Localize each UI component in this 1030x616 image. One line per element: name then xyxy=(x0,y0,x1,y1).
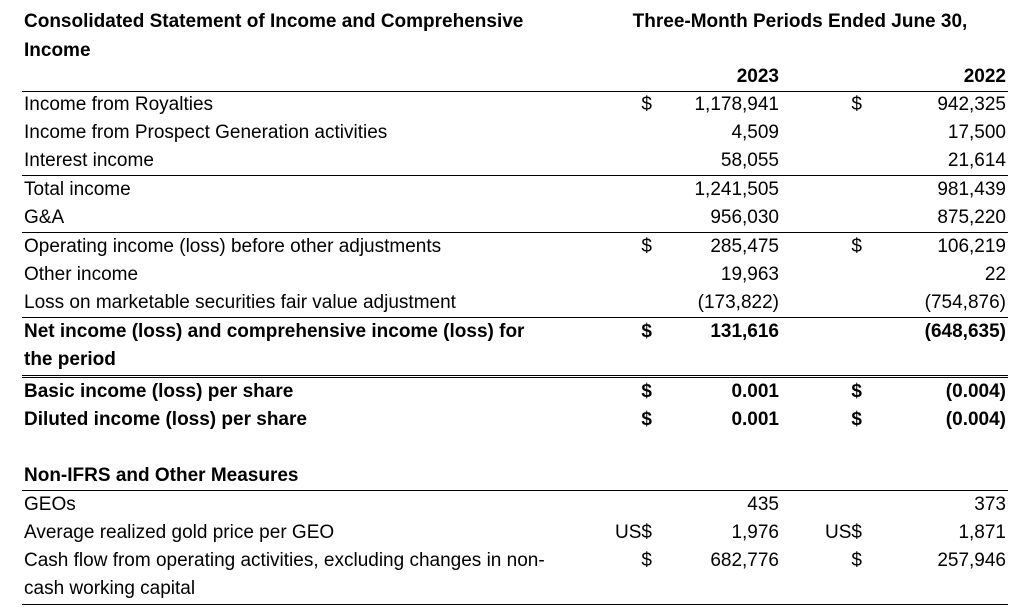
row-label: Operating income (loss) before other adj… xyxy=(24,236,442,257)
table-row: Net income (loss) and comprehensive inco… xyxy=(22,318,1008,374)
currency-2023: $ xyxy=(641,550,652,571)
row-label: Average realized gold price per GEO xyxy=(24,522,335,543)
double-underline xyxy=(22,375,1008,378)
currency-2022: $ xyxy=(851,409,862,430)
value-2022: (0.004) xyxy=(945,381,1006,402)
value-2023: 285,475 xyxy=(710,236,779,257)
row-label: Interest income xyxy=(24,150,154,171)
value-2023: 682,776 xyxy=(710,550,779,571)
currency-2023: $ xyxy=(641,236,652,257)
year-2023-heading: 2023 xyxy=(736,66,779,87)
value-2023: 58,055 xyxy=(720,150,779,171)
value-2022: 22 xyxy=(984,264,1006,285)
table-row: Operating income (loss) before other adj… xyxy=(22,233,1008,261)
value-2023: 435 xyxy=(747,494,779,515)
row-label: Cash flow from operating activities, exc… xyxy=(24,550,545,599)
table-row: Average realized gold price per GEO US$ … xyxy=(22,519,1008,547)
table-row: Interest income 58,055 21,614 xyxy=(22,147,1008,175)
currency-2022: US$ xyxy=(825,522,862,543)
table-row: Diluted income (loss) per share $ 0.001 … xyxy=(22,406,1008,434)
table-row: Cash flow from operating activities, exc… xyxy=(22,547,1008,603)
value-2023: 956,030 xyxy=(710,207,779,228)
table-row: Income from Royalties $ 1,178,941 $ 942,… xyxy=(22,91,1008,119)
value-2023: 0.001 xyxy=(731,409,779,430)
value-2022: (0.004) xyxy=(945,409,1006,430)
value-2023: 19,963 xyxy=(720,264,779,285)
section-divider xyxy=(22,490,1008,491)
row-label: Loss on marketable securities fair value… xyxy=(24,292,456,313)
row-label: Basic income (loss) per share xyxy=(24,381,294,402)
row-label: Diluted income (loss) per share xyxy=(24,409,307,430)
value-2022: 373 xyxy=(974,494,1006,515)
value-2022: 17,500 xyxy=(947,122,1006,143)
statement-title: Consolidated Statement of Income and Com… xyxy=(24,11,524,61)
currency-2022: $ xyxy=(851,94,862,115)
value-2022: (754,876) xyxy=(924,292,1006,313)
value-2023: (173,822) xyxy=(697,292,779,313)
value-2023: 1,976 xyxy=(731,522,779,543)
net-income-divider xyxy=(22,317,1008,318)
currency-2022: $ xyxy=(851,381,862,402)
year-2022-heading: 2022 xyxy=(963,66,1006,87)
currency-2023: $ xyxy=(641,321,652,342)
table-row: GEOs 435 373 xyxy=(22,491,1008,519)
table-row: G&A 956,030 875,220 xyxy=(22,204,1008,232)
bottom-divider xyxy=(22,604,1008,605)
table-row: Income from Prospect Generation activiti… xyxy=(22,119,1008,147)
header-divider xyxy=(22,91,1008,92)
value-2022: 942,325 xyxy=(937,94,1006,115)
subtotal-divider xyxy=(22,232,1008,233)
currency-2023: US$ xyxy=(615,522,652,543)
row-label: Income from Royalties xyxy=(24,94,214,115)
table-row: Loss on marketable securities fair value… xyxy=(22,289,1008,317)
table-row: Total income 1,241,505 981,439 xyxy=(22,176,1008,204)
non-ifrs-section-title: Non-IFRS and Other Measures xyxy=(24,465,299,486)
row-label: Other income xyxy=(24,264,139,285)
row-label: Total income xyxy=(24,179,131,200)
row-label: Net income (loss) and comprehensive inco… xyxy=(24,321,525,370)
value-2022: 257,946 xyxy=(937,550,1006,571)
currency-2022: $ xyxy=(851,550,862,571)
subtotal-divider xyxy=(22,175,1008,176)
row-label: G&A xyxy=(24,207,65,228)
row-label: Income from Prospect Generation activiti… xyxy=(24,122,388,143)
currency-2023: $ xyxy=(641,94,652,115)
value-2022: 981,439 xyxy=(937,179,1006,200)
table-row: Other income 19,963 22 xyxy=(22,261,1008,289)
currency-2023: $ xyxy=(641,381,652,402)
value-2022: 106,219 xyxy=(937,236,1006,257)
value-2022: (648,635) xyxy=(924,321,1006,342)
value-2023: 4,509 xyxy=(731,122,779,143)
period-heading: Three-Month Periods Ended June 30, xyxy=(632,11,968,32)
value-2022: 875,220 xyxy=(937,207,1006,228)
value-2022: 21,614 xyxy=(947,150,1006,171)
currency-2022: $ xyxy=(851,236,862,257)
value-2023: 1,241,505 xyxy=(694,179,779,200)
value-2023: 131,616 xyxy=(710,321,779,342)
table-row: Basic income (loss) per share $ 0.001 $ … xyxy=(22,378,1008,406)
value-2023: 0.001 xyxy=(731,381,779,402)
currency-2023: $ xyxy=(641,409,652,430)
value-2022: 1,871 xyxy=(958,522,1006,543)
row-label: GEOs xyxy=(24,494,76,515)
value-2023: 1,178,941 xyxy=(694,94,779,115)
